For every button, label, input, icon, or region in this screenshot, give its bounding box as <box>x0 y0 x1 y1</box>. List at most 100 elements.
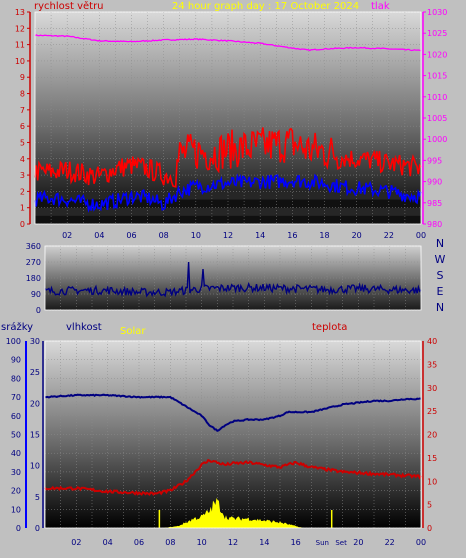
humidity-tick-label: 15 <box>30 431 40 440</box>
wind-speed-axis-label: rychlost větru <box>34 0 104 12</box>
rain-tick-label: 0 <box>16 524 21 533</box>
hour-tick-label: 10 <box>197 538 207 547</box>
hour-tick-label: 22 <box>384 231 394 240</box>
temperature-tick-label: 40 <box>427 337 437 346</box>
hour-tick-label: 02 <box>71 538 81 547</box>
humidity-axis-label: vlhkost <box>66 322 102 333</box>
hour-tick-label: 12 <box>223 231 233 240</box>
pressure-tick-label: 1030 <box>427 8 447 17</box>
hour-tick-label: 00 <box>416 231 426 240</box>
wind-speed-tick-label: 4 <box>20 155 25 164</box>
pressure-tick-label: 1015 <box>427 72 447 81</box>
climate-axes: 0 10 20 30 40 50 60 70 80 90 100 0 5 10 15 20 25 30 0 5 10 15… <box>6 337 437 547</box>
humidity-tick-label: 30 <box>30 337 40 346</box>
climate-grid <box>45 340 421 529</box>
hour-tick-label: 14 <box>259 538 269 547</box>
temperature-tick-label: 15 <box>427 454 437 463</box>
hour-tick-label: 08 <box>165 538 175 547</box>
temperature-axis-label: teplota <box>312 322 347 333</box>
wind-speed-tick-label: 8 <box>20 90 25 99</box>
hour-tick-label: 20 <box>353 538 363 547</box>
hour-tick-label: 10 <box>191 231 201 240</box>
rain-tick-label: 40 <box>11 449 21 458</box>
temperature-tick-label: 5 <box>427 501 432 510</box>
rain-tick-label: 90 <box>11 356 21 365</box>
wind-direction-plot-area <box>45 246 421 310</box>
rain-tick-label: 20 <box>11 487 21 496</box>
wind-direction-line <box>44 261 422 298</box>
humidity-tick-label: 25 <box>30 368 40 377</box>
pressure-tick-label: 990 <box>427 178 442 187</box>
hour-tick-label: 04 <box>103 538 113 547</box>
direction-tick-label: 90 <box>31 290 41 299</box>
background-band <box>35 207 421 216</box>
wind-pressure-series <box>34 34 422 213</box>
pressure-tick-label: 980 <box>427 220 442 229</box>
wind-speed-tick-label: 10 <box>15 57 25 66</box>
wind-speed-tick-label: 11 <box>15 41 25 50</box>
wind-speed-tick-label: 6 <box>20 122 25 131</box>
direction-tick-label: 270 <box>26 258 41 267</box>
rain-tick-label: 80 <box>11 374 21 383</box>
wind-speed-tick-label: 7 <box>20 106 25 115</box>
pressure-tick-label: 985 <box>427 199 442 208</box>
rain-tick-label: 70 <box>11 393 21 402</box>
direction-tick-label: 0 <box>36 306 41 315</box>
wind-avg-line <box>34 173 422 213</box>
rain-tick-label: 30 <box>11 468 21 477</box>
direction-tick-label: 180 <box>26 274 41 283</box>
pressure-tick-label: 1020 <box>427 50 447 59</box>
humidity-tick-label: 0 <box>35 524 40 533</box>
temperature-tick-label: 0 <box>427 524 432 533</box>
pressure-tick-label: 995 <box>427 156 442 165</box>
compass-label: N <box>436 301 444 314</box>
humidity-tick-label: 10 <box>30 462 40 471</box>
pressure-tick-label: 1005 <box>427 114 447 123</box>
wind-gust-line <box>34 127 422 188</box>
hour-tick-label: 22 <box>385 538 395 547</box>
humidity-tick-label: 5 <box>35 493 40 502</box>
rain-axis-label: srážky <box>1 321 33 333</box>
wind-speed-tick-label: 2 <box>20 187 25 196</box>
rain-tick-label: 100 <box>6 337 21 346</box>
temperature-tick-label: 25 <box>427 407 437 416</box>
wind-speed-tick-label: 1 <box>20 204 25 213</box>
plot-frame <box>44 340 422 529</box>
hour-tick-label: 04 <box>94 231 104 240</box>
hour-tick-label: Sun <box>316 539 329 547</box>
wind-direction-series <box>44 261 422 298</box>
pressure-tick-label: 1025 <box>427 29 447 38</box>
plot-frame <box>44 245 422 311</box>
hour-tick-label: 02 <box>62 231 72 240</box>
rain-tick-label: 50 <box>11 431 21 440</box>
rain-tick-label: 10 <box>11 505 21 514</box>
temperature-tick-label: 30 <box>427 384 437 393</box>
hour-tick-label: 20 <box>352 231 362 240</box>
wind-speed-tick-label: 0 <box>20 220 25 229</box>
wind-speed-tick-label: 13 <box>15 8 25 17</box>
wind-pressure-axes: 0123456789101112139809859909951000100510… <box>15 8 448 240</box>
hour-tick-label: 16 <box>291 538 301 547</box>
wind-speed-tick-label: 5 <box>20 138 25 147</box>
solar-axis-label: Solar <box>120 326 146 337</box>
humidity-line <box>45 393 422 432</box>
pressure-tick-label: 1000 <box>427 135 447 144</box>
compass-label: S <box>437 269 444 282</box>
chart-title: 24 hour graph day : 17 October 2024 <box>172 1 359 12</box>
rain-tick-label: 60 <box>11 412 21 421</box>
hour-tick-label: 14 <box>255 231 265 240</box>
solar-area <box>162 498 304 528</box>
temperature-tick-label: 20 <box>427 431 437 440</box>
compass-label: W <box>435 253 446 266</box>
direction-tick-label: 360 <box>26 242 41 251</box>
hour-tick-label: 12 <box>228 538 238 547</box>
pressure-tick-label: 1010 <box>427 93 447 102</box>
compass-label: N <box>436 237 444 250</box>
compass-label: E <box>437 285 444 298</box>
humidity-tick-label: 20 <box>30 399 40 408</box>
wind-speed-tick-label: 3 <box>20 171 25 180</box>
hour-tick-label: 06 <box>134 538 144 547</box>
